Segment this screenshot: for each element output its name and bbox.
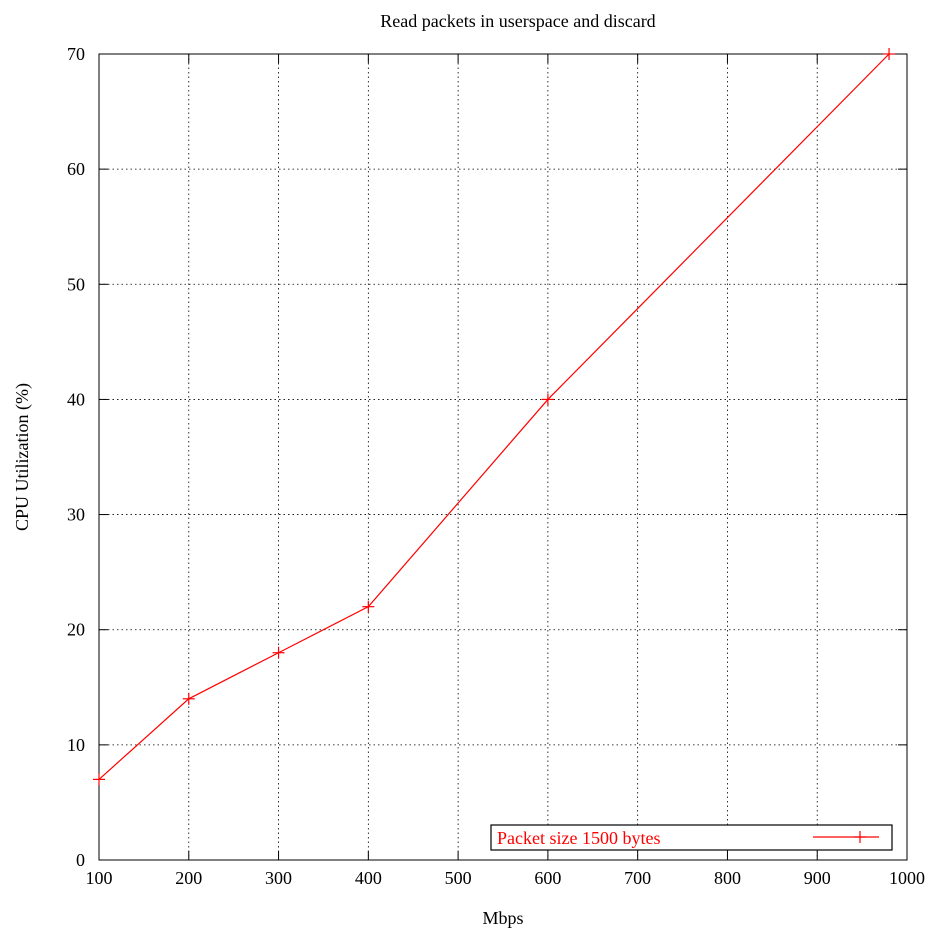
x-tick-label: 900 xyxy=(804,868,831,888)
legend: Packet size 1500 bytes xyxy=(490,824,893,851)
y-tick-label: 0 xyxy=(76,850,85,870)
series-line xyxy=(98,53,890,780)
y-tick-label: 10 xyxy=(67,735,85,755)
data-point xyxy=(272,646,285,659)
y-axis-title: CPU Utilization (%) xyxy=(12,383,33,531)
x-tick-label: 100 xyxy=(86,868,113,888)
chart-title: Read packets in userspace and discard xyxy=(380,11,655,31)
y-tick-label: 70 xyxy=(67,44,85,64)
axis-ticks: 100 200 300 400 500 600 700 800 900 1000 0 10 20 30 40… xyxy=(67,44,925,888)
y-tick-label: 60 xyxy=(67,159,85,179)
y-tick-label: 20 xyxy=(67,620,85,640)
grid xyxy=(99,54,907,860)
x-tick-label: 300 xyxy=(265,868,292,888)
x-axis-title: Mbps xyxy=(482,908,523,928)
y-tick-label: 50 xyxy=(67,274,85,294)
legend-sample xyxy=(813,831,879,843)
data-point xyxy=(93,773,105,786)
y-tick-label: 30 xyxy=(67,505,85,525)
x-tick-label: 1000 xyxy=(889,868,925,888)
x-tick-label: 200 xyxy=(175,868,202,888)
data-point xyxy=(541,393,554,406)
x-tick-label: 700 xyxy=(624,868,651,888)
data-point xyxy=(362,600,375,613)
y-tick-label: 40 xyxy=(67,389,85,409)
x-tick-label: 600 xyxy=(534,868,561,888)
plot-frame xyxy=(98,53,908,861)
data-point xyxy=(182,692,195,705)
legend-label: Packet size 1500 bytes xyxy=(497,828,660,848)
x-tick-label: 500 xyxy=(445,868,472,888)
series-layer xyxy=(93,48,896,786)
data-point xyxy=(883,48,896,60)
x-tick-label: 400 xyxy=(355,868,382,888)
x-tick-label: 800 xyxy=(714,868,741,888)
